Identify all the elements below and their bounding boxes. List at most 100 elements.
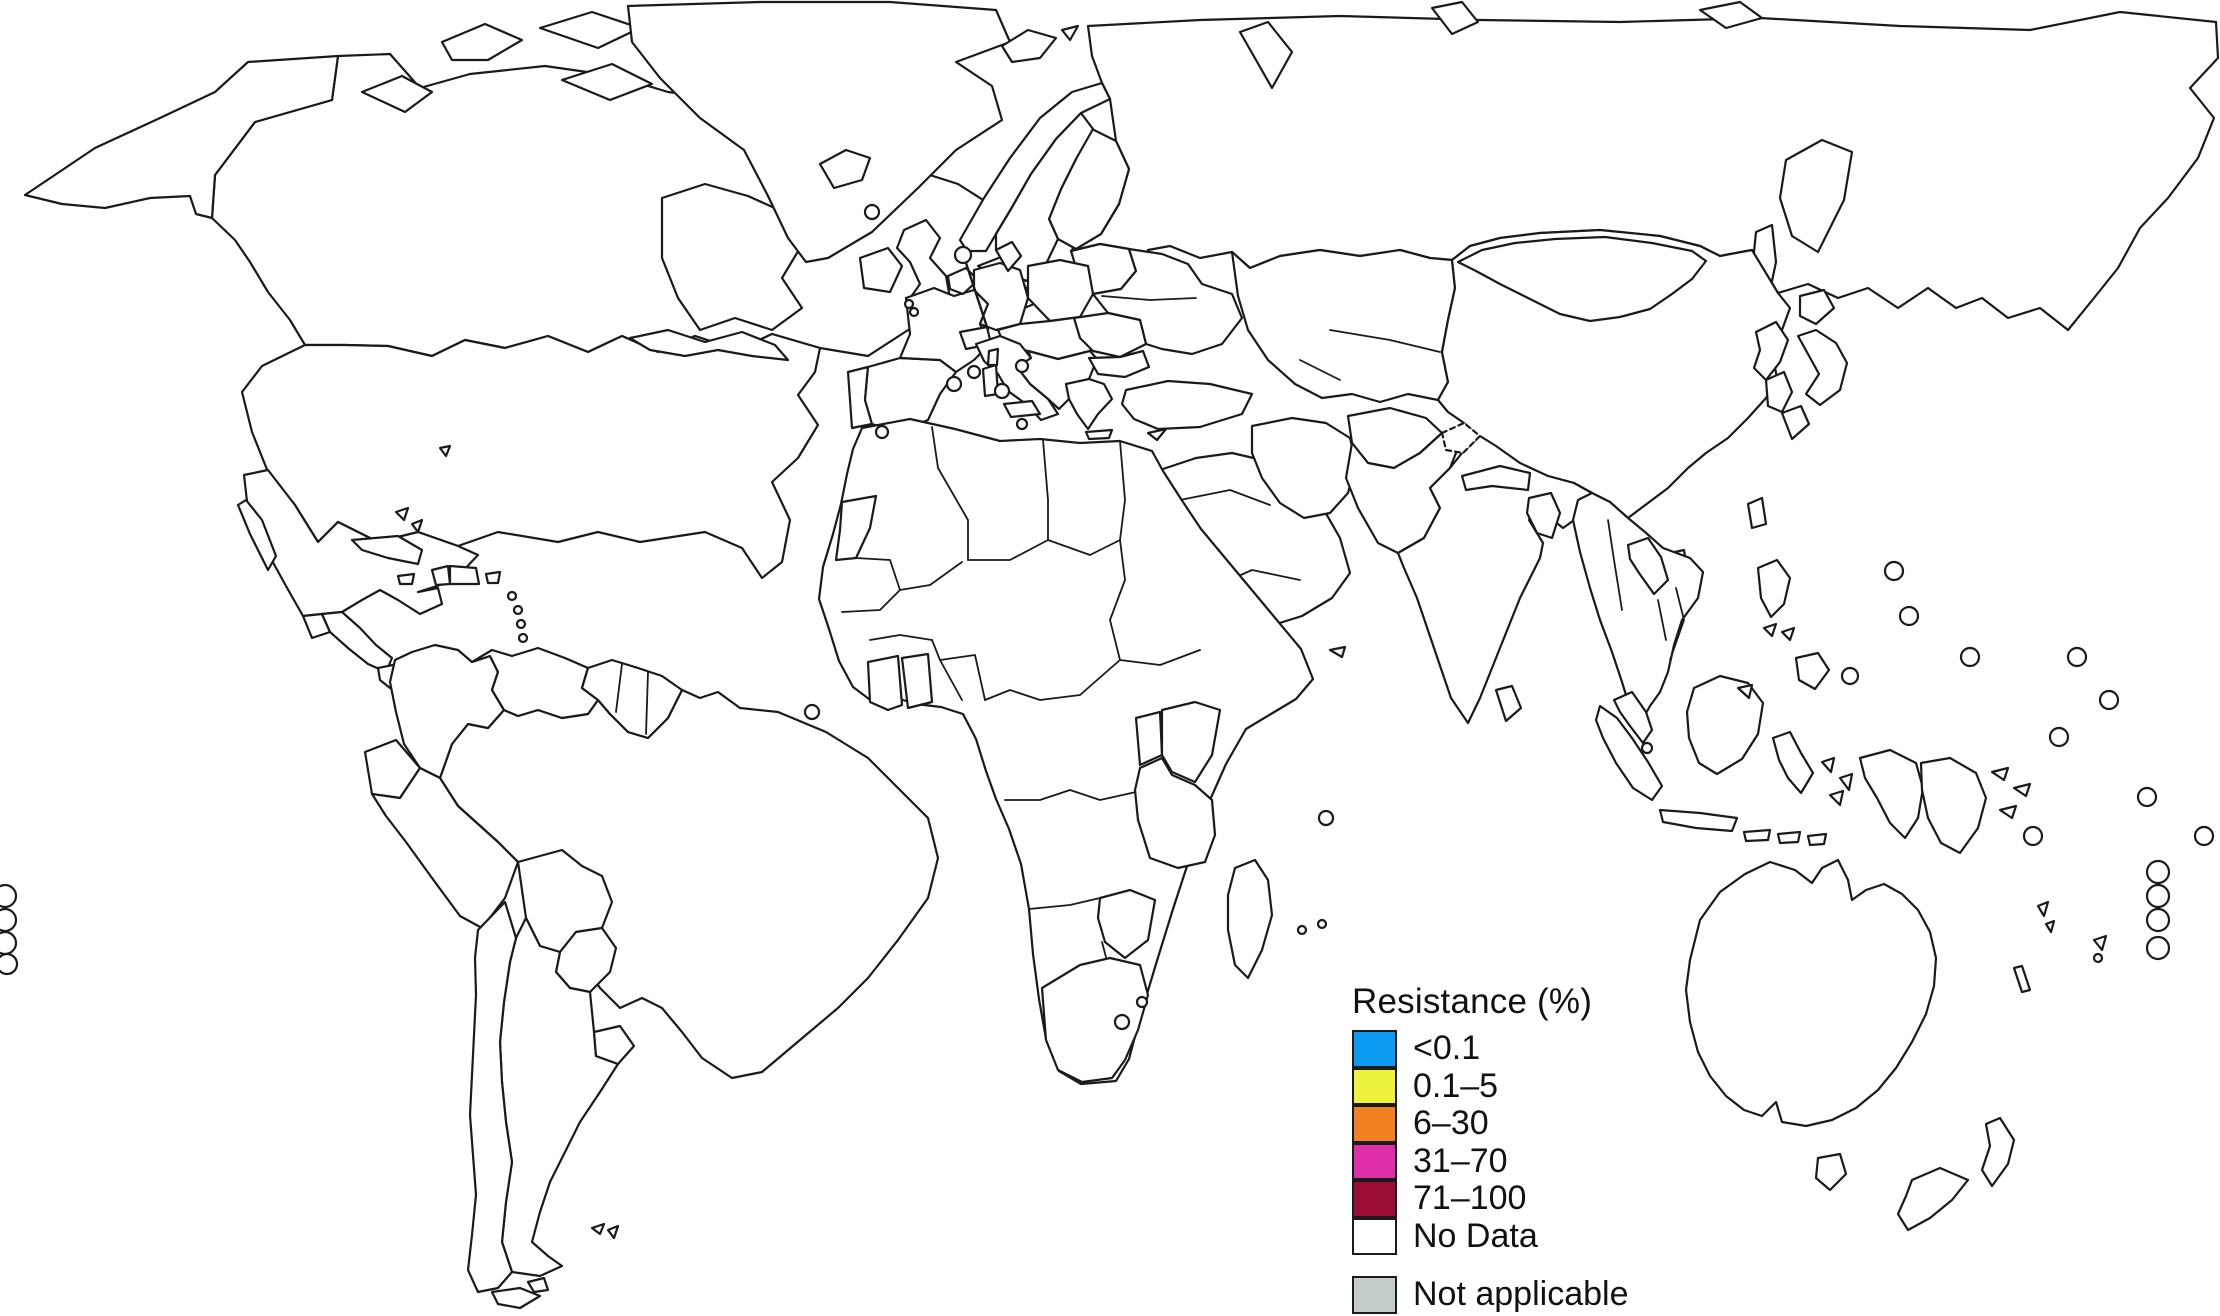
border-central-asia bbox=[1329, 329, 1441, 353]
island-seychelles bbox=[1317, 809, 1335, 827]
country-kenya bbox=[1160, 700, 1222, 784]
moluccas bbox=[1828, 789, 1845, 807]
microstate-circle bbox=[966, 364, 982, 380]
border-belarus-ukraine bbox=[1101, 295, 1197, 301]
border-central-asia bbox=[1299, 359, 1341, 381]
tierra-del-fuego bbox=[490, 1286, 542, 1310]
legend-swatch-01-5 bbox=[1352, 1067, 1397, 1105]
country-uruguay bbox=[592, 1024, 636, 1066]
pacific-island-loop bbox=[2145, 907, 2171, 933]
country-south-africa bbox=[1040, 956, 1150, 1084]
island-crete bbox=[1084, 428, 1114, 441]
country-malaysia bbox=[1612, 690, 1654, 745]
legend-item-no-data: No Data bbox=[1352, 1216, 1628, 1255]
legend-swatch-31-70 bbox=[1352, 1142, 1397, 1180]
country-new-zealand bbox=[1896, 1166, 1970, 1232]
pacific-island-loop bbox=[2145, 935, 2171, 961]
pacific-island-loop bbox=[0, 907, 18, 933]
country-new-zealand bbox=[1980, 1116, 2016, 1188]
country-lesotho bbox=[1113, 1013, 1131, 1031]
pacific-island-circle bbox=[2193, 825, 2215, 847]
arctic-islands bbox=[360, 74, 434, 114]
country-madagascar bbox=[1226, 858, 1274, 980]
arctic-islands bbox=[538, 10, 642, 50]
pacific-island-circle bbox=[2066, 646, 2088, 668]
pacific-island-loop bbox=[0, 883, 18, 909]
country-south-korea bbox=[1764, 370, 1794, 414]
border-africa bbox=[1119, 440, 1126, 541]
island-malta bbox=[1015, 417, 1029, 431]
border-thailand-cambodia bbox=[1657, 599, 1667, 641]
country-philippines bbox=[1762, 622, 1778, 638]
border-africa bbox=[939, 654, 986, 701]
pacific-island-circle bbox=[2136, 786, 2158, 808]
region-western-sahara bbox=[834, 494, 878, 562]
island-sulawesi bbox=[1771, 730, 1815, 795]
country-denmark bbox=[994, 240, 1023, 273]
border-africa bbox=[1042, 439, 1049, 541]
country-sri-lanka bbox=[1494, 684, 1523, 723]
country-iran bbox=[1250, 416, 1358, 520]
legend-swatch-no-data bbox=[1352, 1217, 1397, 1255]
lesser-antilles bbox=[517, 632, 529, 644]
legend-title: Resistance (%) bbox=[1352, 982, 1593, 1021]
island-taiwan bbox=[1746, 496, 1768, 530]
legend-swatch-71-100 bbox=[1352, 1180, 1397, 1218]
border-africa bbox=[1119, 649, 1201, 666]
hudson-bay bbox=[660, 182, 804, 332]
border-africa bbox=[869, 634, 933, 641]
microstate-circle bbox=[953, 245, 973, 265]
country-turkey bbox=[1120, 379, 1254, 431]
pacific-island-circle bbox=[2022, 825, 2044, 847]
country-bulgaria bbox=[1087, 349, 1151, 379]
great-lakes bbox=[628, 328, 790, 362]
legend-label: 31–70 bbox=[1413, 1141, 1508, 1180]
png-islands bbox=[2012, 782, 2032, 798]
pacific-island-circle bbox=[1840, 666, 1860, 686]
border-guyana-suriname bbox=[615, 663, 623, 713]
country-puerto-rico bbox=[484, 570, 502, 585]
pacific-island-circle bbox=[1883, 560, 1905, 582]
falkland-islands bbox=[590, 1222, 606, 1236]
vanuatu bbox=[2044, 919, 2056, 934]
tierra-del-fuego bbox=[526, 1276, 550, 1294]
country-poland bbox=[1026, 258, 1095, 323]
country-venezuela bbox=[470, 646, 600, 720]
region-kashmir bbox=[1440, 421, 1482, 455]
country-romania bbox=[1072, 311, 1148, 359]
island-comoros bbox=[1296, 924, 1308, 936]
pacific-island-circle bbox=[2048, 726, 2070, 748]
pacific-island-circle bbox=[1898, 605, 1920, 627]
border-africa bbox=[1039, 659, 1121, 701]
pacific-island-circle bbox=[2098, 689, 2120, 711]
country-australia bbox=[1684, 858, 1938, 1128]
island-sicily bbox=[1002, 399, 1042, 419]
country-north-korea bbox=[1752, 320, 1790, 382]
country-colombia bbox=[388, 643, 506, 780]
png-islands bbox=[1998, 804, 2018, 820]
country-peru bbox=[370, 766, 520, 930]
border-africa bbox=[1069, 789, 1137, 801]
border-africa bbox=[1109, 539, 1126, 661]
pacific-island-loop bbox=[2145, 859, 2171, 885]
novaya-zemlya bbox=[1238, 20, 1294, 90]
border-suriname-guiana bbox=[645, 671, 649, 735]
island-cyprus bbox=[1146, 427, 1168, 442]
vanuatu bbox=[2036, 900, 2050, 918]
lesser-sunda bbox=[1806, 832, 1828, 847]
legend-item-71-100: 71–100 bbox=[1352, 1179, 1628, 1218]
country-philippines bbox=[1756, 558, 1792, 619]
country-swaziland bbox=[1135, 995, 1149, 1009]
central-america bbox=[320, 610, 394, 674]
microstate-circle bbox=[945, 375, 963, 393]
legend-item-01-5: 0.1–5 bbox=[1352, 1067, 1628, 1105]
legend-label: No Data bbox=[1413, 1216, 1538, 1255]
border-africa bbox=[984, 689, 1041, 701]
svalbard bbox=[1000, 28, 1058, 64]
country-japan bbox=[1798, 288, 1836, 326]
bahamas bbox=[394, 506, 410, 522]
country-germany bbox=[972, 261, 1030, 332]
moluccas bbox=[1838, 772, 1854, 792]
island-sumatra bbox=[1594, 704, 1664, 802]
moluccas bbox=[1820, 756, 1836, 774]
